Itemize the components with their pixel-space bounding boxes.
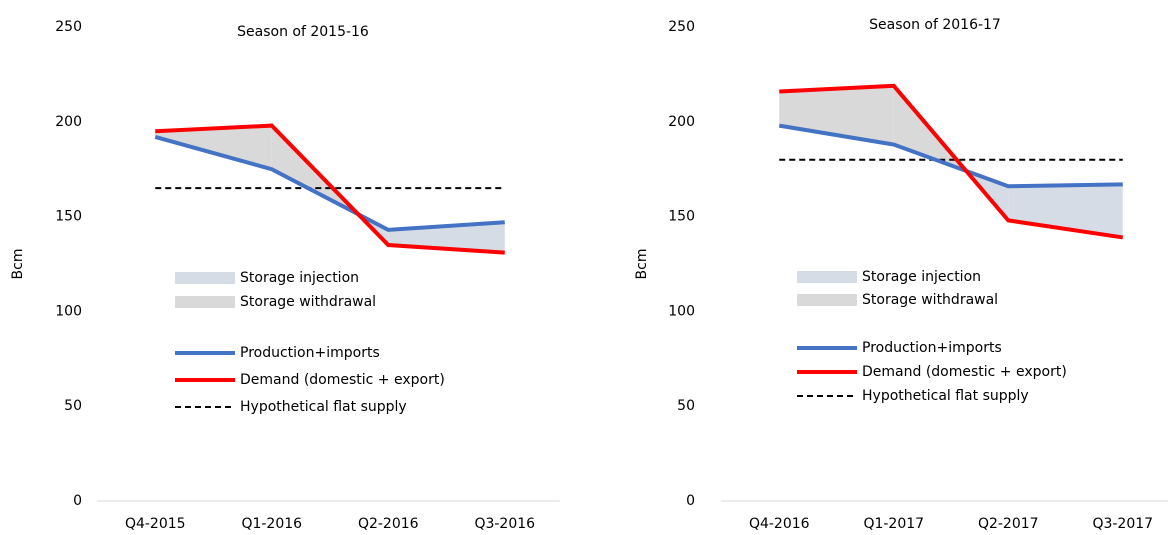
x-tick-label: Q4-2016	[749, 516, 810, 532]
y-tick-label: 50	[677, 398, 695, 414]
series-line	[779, 83, 1124, 240]
y-tick-label: 100	[55, 303, 82, 319]
legend-label: Storage injection	[240, 270, 359, 286]
y-tick-label: 0	[686, 493, 695, 509]
chart-title: Season of 2015-16	[237, 24, 369, 40]
x-tick-label: Q1-2017	[863, 516, 924, 532]
x-tick-label: Q2-2017	[978, 516, 1039, 532]
legend-label: Storage withdrawal	[240, 294, 376, 310]
chart-title: Season of 2016-17	[869, 17, 1001, 33]
chart: Season of 2015-16 Bcm 0 50 100 150 200 250 Q4-20…	[10, 19, 560, 532]
series-line	[154, 135, 505, 232]
x-tick-label: Q1-2016	[241, 516, 302, 532]
legend-label: Storage withdrawal	[862, 292, 998, 308]
x-tick-label: Q2-2016	[358, 516, 419, 532]
legend-label: Production+imports	[240, 345, 380, 361]
series-line	[155, 123, 505, 255]
chart: Season of 2016-17 Bcm 0 50 100 150 200 250 Q4-20…	[634, 17, 1168, 532]
legend-swatch	[175, 296, 235, 308]
legend-label: Demand (domestic + export)	[240, 372, 445, 388]
y-tick-label: 200	[55, 114, 82, 130]
legend-swatch	[797, 294, 857, 306]
legend-label: Storage injection	[862, 269, 981, 285]
x-tick-label: Q3-2017	[1092, 516, 1153, 532]
y-tick-label: 150	[55, 209, 82, 225]
y-tick-label: 250	[668, 19, 695, 35]
y-tick-label: 50	[64, 398, 82, 414]
series-line	[778, 123, 1123, 189]
y-tick-label: 0	[73, 493, 82, 509]
x-tick-label: Q3-2016	[474, 516, 535, 532]
legend-swatch	[797, 271, 857, 283]
y-tick-label: 150	[668, 209, 695, 225]
legend-label: Demand (domestic + export)	[862, 364, 1067, 380]
y-tick-label: 100	[668, 303, 695, 319]
y-tick-label: 200	[668, 114, 695, 130]
legend-label: Production+imports	[862, 340, 1002, 356]
storage-area	[155, 125, 272, 170]
legend-label: Hypothetical flat supply	[240, 399, 407, 415]
x-tick-label: Q4-2015	[125, 516, 186, 532]
legend-swatch	[175, 272, 235, 284]
legend-label: Hypothetical flat supply	[862, 388, 1029, 404]
y-axis-label: Bcm	[10, 249, 26, 280]
y-axis-label: Bcm	[634, 249, 650, 280]
y-tick-label: 250	[55, 19, 82, 35]
